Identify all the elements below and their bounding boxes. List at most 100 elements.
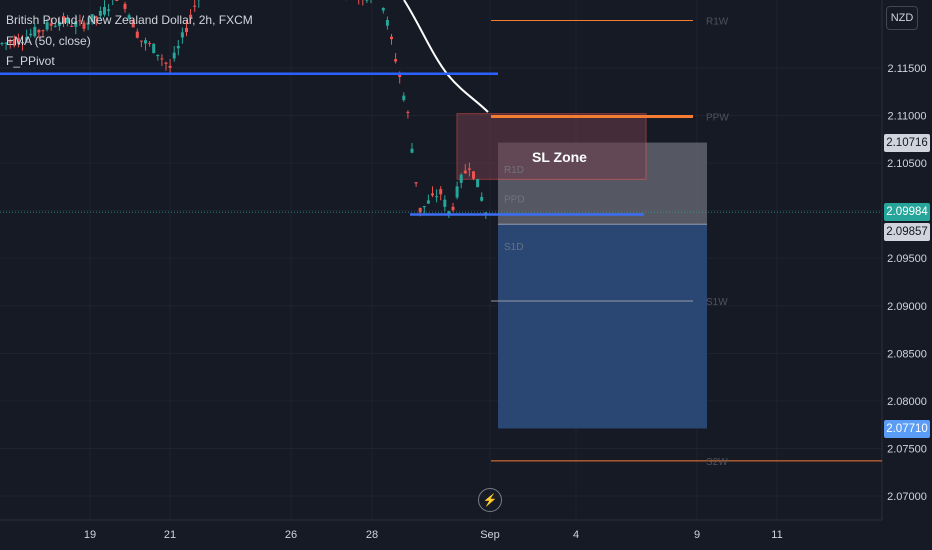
candle-body	[94, 16, 98, 19]
price-tick-label: 2.08500	[887, 348, 927, 360]
pivot-label: R1D	[504, 165, 524, 176]
candle-body	[447, 211, 451, 215]
candle-body	[394, 59, 398, 62]
candle-body	[156, 54, 160, 57]
pivot-label: S1D	[504, 242, 523, 253]
candle-body	[66, 18, 70, 23]
candle-body	[41, 30, 45, 32]
candle-body	[476, 179, 480, 188]
candle-body	[123, 3, 127, 9]
candle-body	[172, 52, 176, 59]
candle-body	[135, 31, 139, 38]
candle-body	[467, 168, 471, 170]
candle-body	[86, 22, 90, 25]
lightning-icon[interactable]: ⚡	[478, 488, 502, 512]
candle-body	[402, 95, 406, 101]
pivot-indicator-label[interactable]: F_PPivot	[6, 54, 55, 68]
candle-body	[185, 27, 188, 33]
pivot-label: S1W	[706, 297, 728, 308]
candle-body	[103, 6, 106, 15]
candle-body	[49, 23, 53, 26]
time-tick-label: 19	[84, 529, 96, 541]
candle-body	[70, 25, 74, 27]
candle-body	[443, 199, 447, 207]
price-tick-label: 2.09000	[887, 301, 927, 313]
price-tick-label: 2.08000	[887, 396, 927, 408]
position-zones	[456, 113, 707, 429]
candle-body	[459, 174, 463, 183]
symbol-title[interactable]: British Pound / New Zealand Dollar, 2h, …	[6, 13, 253, 27]
pivot-levels: R1W PPW R1D PPD S1D S1W S2W	[491, 16, 882, 468]
time-tick-label: 26	[285, 529, 297, 541]
candle-body	[53, 25, 57, 27]
chart-legend: British Pound / New Zealand Dollar, 2h, …	[6, 10, 253, 72]
candle-body	[0, 43, 4, 45]
time-tick-label: 4	[573, 529, 579, 541]
candle-body	[435, 196, 439, 198]
candle-body	[451, 206, 455, 211]
candle-body	[144, 40, 147, 44]
candle-body	[82, 22, 86, 29]
sl-zone-label: SL Zone	[532, 149, 587, 165]
candlesticks	[0, 0, 488, 219]
candle-body	[422, 206, 426, 208]
candle-body	[148, 43, 152, 45]
price-tick-label: 2.07500	[887, 443, 927, 455]
candle-body	[127, 15, 131, 19]
ema-indicator-label[interactable]: EMA (50, close)	[6, 33, 91, 48]
candle-body	[12, 39, 16, 46]
candle-body	[45, 22, 49, 30]
candle-body	[4, 42, 8, 44]
candle-body	[139, 40, 143, 42]
pivot-label: PPW	[706, 113, 729, 124]
time-axis[interactable]: 19 21 26 28 Sep 4 9 11	[84, 529, 783, 541]
candle-body	[176, 45, 180, 49]
candle-body	[21, 41, 24, 44]
pivot-label: PPD	[504, 194, 525, 205]
candle-body	[472, 171, 475, 179]
time-tick-label: 21	[164, 529, 176, 541]
candle-body	[90, 14, 94, 23]
candle-body	[390, 36, 393, 40]
ema-line	[403, 0, 489, 113]
pivot-label: S2W	[706, 457, 728, 468]
candle-body	[160, 58, 164, 60]
sl-price-tag: 2.10716	[884, 134, 930, 152]
price-axis[interactable]: 2.115002.110002.105002.100002.095002.090…	[887, 63, 927, 503]
candle-body	[115, 0, 119, 1]
time-tick-label: 28	[366, 529, 378, 541]
candle-body	[29, 33, 33, 36]
candle-body	[439, 189, 443, 195]
time-tick-label: 9	[694, 529, 700, 541]
candle-body	[426, 200, 430, 204]
candle-body	[189, 14, 193, 18]
price-tick-label: 2.10500	[887, 158, 927, 170]
target-price-tag: 2.07710	[884, 420, 930, 438]
currency-button[interactable]: NZD	[886, 6, 918, 30]
current-price-tag: 2.09984	[884, 203, 930, 221]
candle-body	[164, 62, 168, 64]
candle-body	[180, 32, 184, 38]
candle-body	[152, 43, 156, 53]
candle-body	[193, 5, 197, 7]
candle-body	[16, 37, 20, 44]
price-tick-label: 2.09500	[887, 253, 927, 265]
candle-body	[398, 74, 402, 78]
candle-body	[33, 26, 37, 37]
candle-body	[431, 193, 434, 196]
price-tick-label: 2.07000	[887, 491, 927, 503]
candle-body	[381, 7, 385, 11]
candle-body	[406, 111, 410, 113]
candle-body	[62, 16, 65, 24]
candle-body	[37, 29, 41, 33]
chart-grid	[0, 0, 883, 521]
pivot-label: R1W	[706, 16, 729, 27]
candle-body	[168, 65, 172, 68]
candle-body	[74, 21, 78, 27]
candle-body	[131, 19, 135, 28]
candle-body	[78, 20, 82, 22]
price-tick-label: 2.11500	[888, 63, 927, 75]
candle-body	[98, 10, 102, 16]
ema-path	[403, 0, 489, 113]
